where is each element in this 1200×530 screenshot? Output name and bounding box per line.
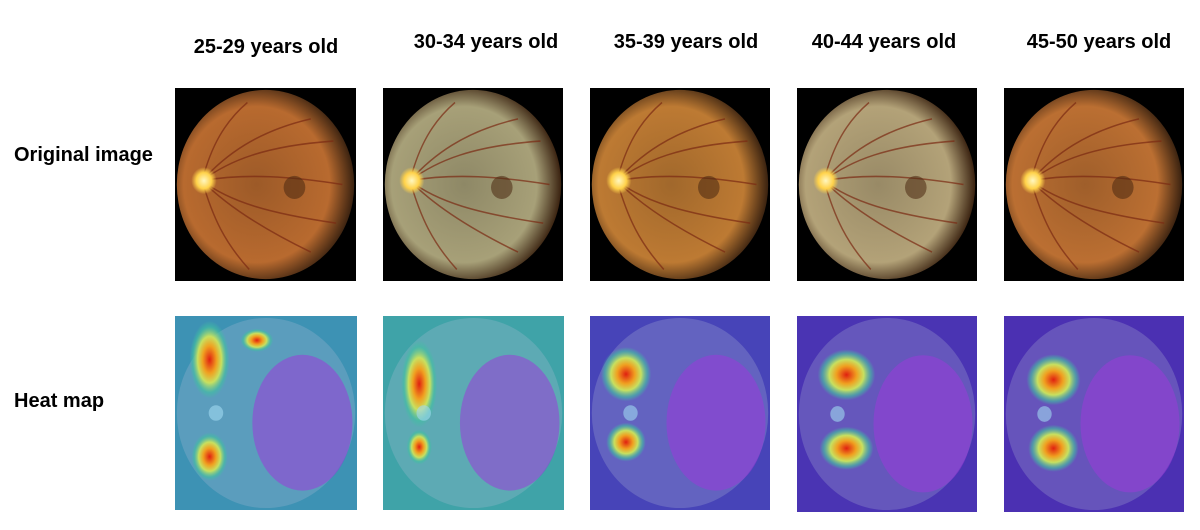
macula bbox=[698, 175, 720, 199]
column-title-2: 30-34 years old bbox=[413, 31, 559, 53]
blood-vessel bbox=[616, 175, 757, 186]
macula bbox=[905, 175, 927, 199]
column-title-3: 35-39 years old bbox=[613, 31, 759, 53]
column-title-4: 40-44 years old bbox=[811, 31, 957, 53]
activation-hotspot bbox=[401, 340, 438, 428]
low-activation-region bbox=[666, 354, 766, 491]
column-title-1: 25-29 years old bbox=[193, 36, 339, 58]
blood-vessel bbox=[823, 175, 964, 186]
macula bbox=[283, 175, 306, 199]
heatmap-image-2 bbox=[383, 316, 564, 510]
heatmap-svg-5 bbox=[1004, 316, 1184, 512]
heatmap-svg-2 bbox=[383, 316, 564, 510]
fundus-svg-2 bbox=[383, 88, 563, 281]
heatmap-svg-4 bbox=[797, 316, 977, 512]
optic-disc bbox=[1037, 406, 1052, 422]
heatmap-image-3 bbox=[590, 316, 770, 510]
optic-disc bbox=[813, 167, 839, 195]
low-activation-region bbox=[459, 354, 560, 491]
activation-hotspot bbox=[817, 349, 876, 401]
heatmap-image-1 bbox=[175, 316, 357, 510]
activation-hotspot bbox=[819, 426, 874, 470]
optic-disc bbox=[623, 405, 638, 421]
activation-hotspot bbox=[240, 328, 274, 352]
activation-hotspot bbox=[406, 429, 432, 465]
optic-disc bbox=[606, 167, 632, 195]
blood-vessel bbox=[1030, 175, 1171, 186]
optic-disc bbox=[191, 167, 217, 195]
macula bbox=[491, 175, 513, 199]
retina-disc bbox=[1005, 89, 1183, 280]
row-label-original: Original image bbox=[14, 144, 153, 166]
row-label-heatmap: Heat map bbox=[14, 390, 105, 412]
column-title-5: 45-50 years old bbox=[1026, 31, 1172, 53]
optic-disc bbox=[1020, 167, 1046, 195]
retina-disc bbox=[176, 89, 355, 280]
activation-hotspot bbox=[191, 432, 228, 481]
blood-vessel bbox=[202, 175, 343, 186]
fundus-image-4 bbox=[797, 88, 977, 281]
optic-disc bbox=[830, 406, 845, 422]
fundus-svg-4 bbox=[797, 88, 977, 281]
low-activation-region bbox=[1080, 355, 1180, 493]
optic-disc bbox=[399, 167, 425, 195]
activation-hotspot bbox=[1028, 424, 1079, 472]
heatmap-svg-1 bbox=[175, 316, 357, 510]
retina-disc bbox=[798, 89, 976, 280]
fundus-image-5 bbox=[1004, 88, 1184, 281]
macula bbox=[1112, 175, 1134, 199]
fundus-svg-1 bbox=[175, 88, 356, 281]
optic-disc bbox=[416, 405, 431, 421]
blood-vessel bbox=[409, 175, 550, 186]
fundus-svg-3 bbox=[590, 88, 770, 281]
activation-hotspot bbox=[189, 320, 230, 399]
activation-hotspot bbox=[600, 347, 652, 402]
optic-disc bbox=[208, 405, 224, 421]
activation-hotspot bbox=[606, 422, 646, 462]
low-activation-region bbox=[873, 355, 973, 493]
fundus-image-2 bbox=[383, 88, 563, 281]
heatmap-image-4 bbox=[797, 316, 977, 512]
retina-disc bbox=[591, 89, 769, 280]
low-activation-region bbox=[252, 354, 353, 491]
fundus-image-1 bbox=[175, 88, 356, 281]
heatmap-svg-3 bbox=[590, 316, 770, 510]
retina-disc bbox=[384, 89, 562, 280]
heatmap-image-5 bbox=[1004, 316, 1184, 512]
activation-hotspot bbox=[1026, 354, 1081, 406]
fundus-svg-5 bbox=[1004, 88, 1184, 281]
fundus-image-3 bbox=[590, 88, 770, 281]
